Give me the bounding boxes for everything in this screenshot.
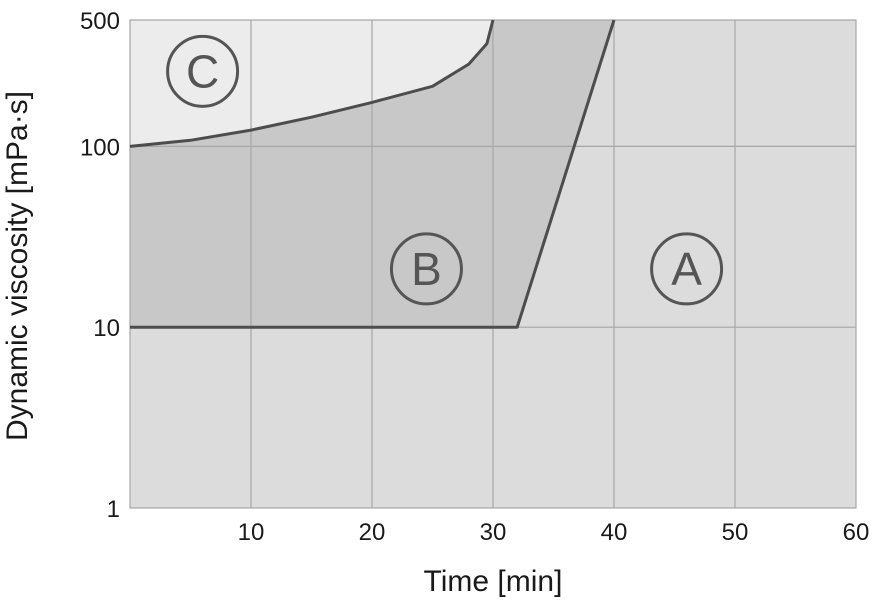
boundary-bc-line — [129, 19, 495, 148]
region-label-c: C — [166, 34, 240, 108]
x-tick-label: 40 — [601, 519, 628, 546]
y-tick-label: 100 — [80, 134, 120, 161]
boundary-ab-line — [130, 19, 616, 329]
y-axis-label: Dynamic viscosity [mPa·s] — [1, 91, 34, 441]
x-tick-label: 30 — [480, 519, 507, 546]
region-labels: A B C — [166, 34, 724, 306]
y-tick-label: 1 — [107, 496, 120, 523]
x-axis-label: Time [min] — [424, 565, 563, 598]
y-tick-label: 10 — [93, 315, 120, 342]
boundaries — [129, 19, 616, 329]
region-label-circle — [166, 34, 240, 108]
x-tick-label: 60 — [843, 519, 870, 546]
x-tick-label: 10 — [238, 519, 265, 546]
x-axis-ticks: 10 20 30 40 50 60 — [238, 519, 870, 546]
region-label-text: C — [186, 45, 219, 97]
region-c — [130, 20, 493, 147]
y-axis-ticks: 1 10 100 500 — [80, 8, 120, 523]
region-label-text: A — [671, 243, 702, 295]
region-label-circle — [650, 232, 724, 306]
region-label-circle — [389, 232, 463, 306]
x-tick-label: 50 — [722, 519, 749, 546]
x-tick-label: 20 — [359, 519, 386, 546]
region-label-text: B — [411, 243, 442, 295]
y-tick-label: 500 — [80, 8, 120, 35]
region-label-b: B — [389, 232, 463, 306]
region-label-a: A — [650, 232, 724, 306]
